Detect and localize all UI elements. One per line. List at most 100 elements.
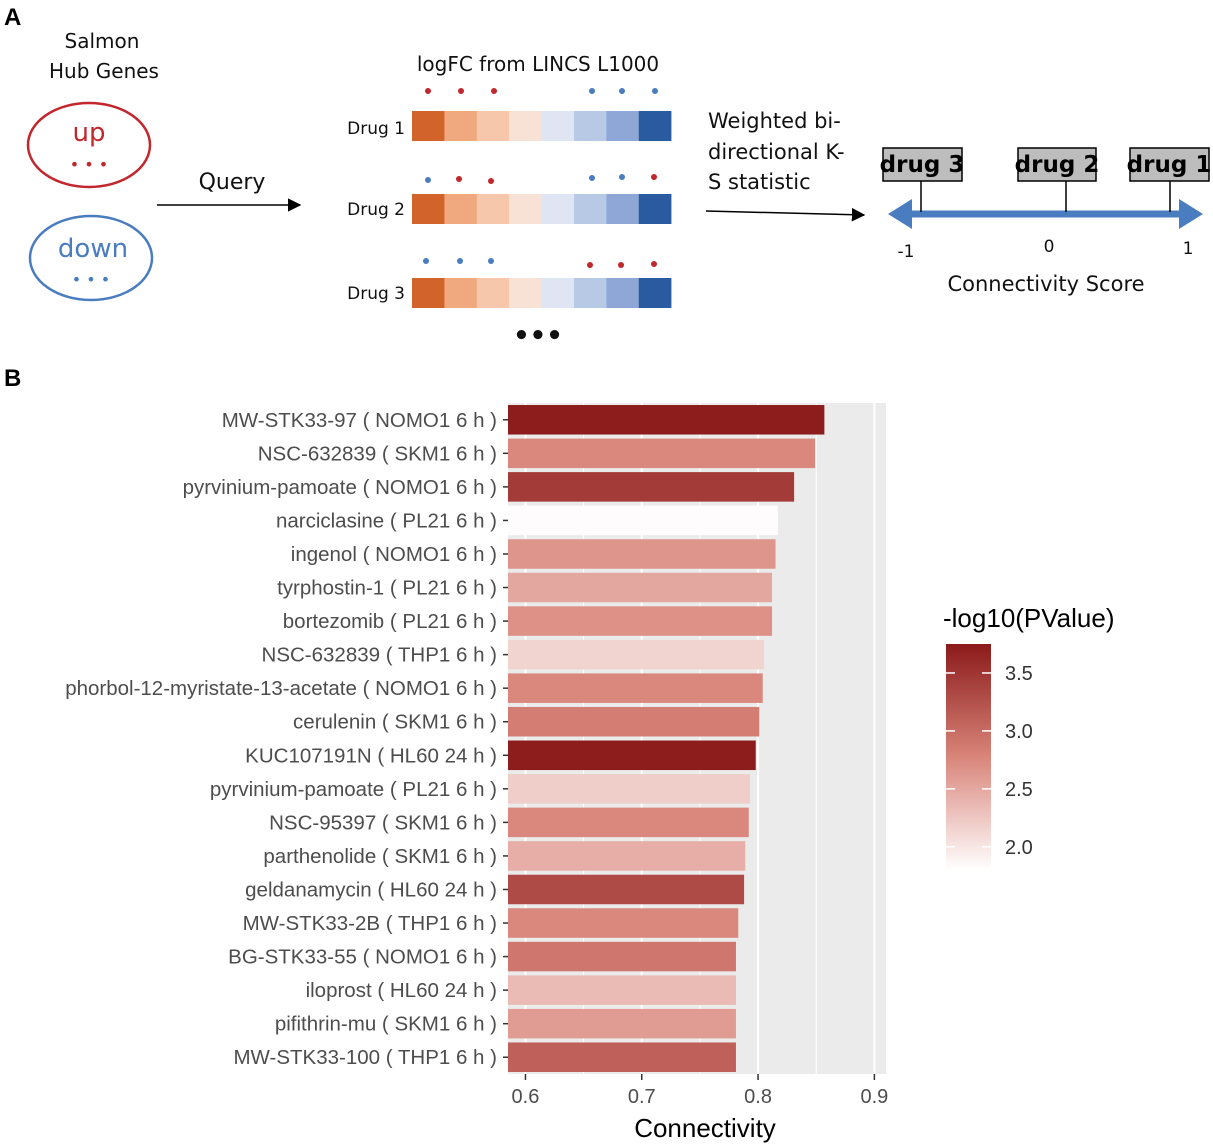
legend-ticks: 2.0 2.5 3.0 3.5 bbox=[946, 663, 1033, 859]
x-tick-label: 0.6 bbox=[512, 1086, 540, 1108]
drug-1-box-label: drug 1 bbox=[1127, 152, 1212, 178]
bar-category-label: KUC107191N ( HL60 24 h ) bbox=[245, 744, 497, 767]
bar bbox=[508, 539, 776, 569]
heat-cell bbox=[638, 278, 672, 308]
heat-cell bbox=[606, 111, 639, 141]
ks-label-line2: directional K- bbox=[708, 140, 845, 164]
x-axis-ticks: 0.6 0.7 0.8 0.9 bbox=[512, 1074, 888, 1108]
bar-category-label: NSC-632839 ( SKM1 6 h ) bbox=[258, 442, 497, 465]
color-legend: -log10(PValue) 2.0 2.5 3.0 3.5 bbox=[943, 603, 1115, 870]
bar-category-label: narciclasine ( PL21 6 h ) bbox=[276, 509, 497, 532]
bar bbox=[508, 572, 773, 603]
heat-cell bbox=[444, 194, 477, 224]
bar-category-label: pyrvinium-pamoate ( NOMO1 6 h ) bbox=[183, 476, 497, 499]
bar bbox=[508, 807, 749, 838]
heat-cell bbox=[412, 278, 445, 308]
bar-category-label: cerulenin ( SKM1 6 h ) bbox=[293, 711, 497, 734]
score-tick-0: 0 bbox=[1044, 237, 1055, 257]
ks-arrow bbox=[705, 207, 866, 222]
drug-2-label: Drug 2 bbox=[347, 200, 405, 220]
up-marker-dot bbox=[651, 261, 657, 267]
down-label: down bbox=[58, 234, 128, 264]
drug-2-marker-dots bbox=[425, 174, 657, 184]
heat-cell bbox=[541, 111, 575, 141]
bar bbox=[508, 505, 778, 536]
bar bbox=[508, 874, 745, 905]
panel-a-label: A bbox=[4, 4, 21, 31]
bar-category-label: tyrphostin-1 ( PL21 6 h ) bbox=[277, 577, 497, 600]
bar bbox=[508, 908, 739, 938]
heat-cell bbox=[476, 111, 510, 141]
bar-category-label: pifithrin-mu ( SKM1 6 h ) bbox=[275, 1013, 497, 1036]
drug-1-label: Drug 1 bbox=[347, 119, 405, 139]
bar-category-label: MW-STK33-100 ( THP1 6 h ) bbox=[233, 1046, 497, 1069]
x-tick-label: 0.9 bbox=[860, 1086, 888, 1108]
heat-cell bbox=[606, 194, 639, 224]
down-marker-dot bbox=[425, 177, 431, 183]
legend-tick-label: 3.5 bbox=[1005, 663, 1033, 685]
drug-3-heat-strip bbox=[412, 278, 672, 308]
query-label: Query bbox=[199, 170, 266, 195]
bar bbox=[508, 975, 736, 1005]
bar bbox=[508, 740, 756, 771]
bar bbox=[508, 639, 764, 670]
heat-cell bbox=[476, 194, 510, 224]
ks-label-line1: Weighted bi- bbox=[708, 109, 841, 133]
heat-cell bbox=[444, 111, 477, 141]
bar-category-label: bortezomib ( PL21 6 h ) bbox=[283, 610, 497, 633]
up-marker-dot bbox=[458, 88, 464, 94]
drug-1-heat-strip bbox=[412, 111, 672, 141]
down-marker-dot bbox=[589, 88, 595, 94]
down-marker-dot bbox=[589, 175, 595, 181]
bar-category-label: pyrvinium-pamoate ( PL21 6 h ) bbox=[210, 778, 497, 801]
x-tick-label: 0.7 bbox=[628, 1086, 656, 1108]
bar-category-label: parthenolide ( SKM1 6 h ) bbox=[263, 845, 497, 868]
drug-3-box bbox=[882, 147, 963, 182]
down-ellipse bbox=[28, 214, 154, 302]
score-title: Connectivity Score bbox=[947, 272, 1144, 296]
legend-tick-label: 3.0 bbox=[1005, 721, 1033, 743]
bar bbox=[508, 841, 746, 871]
bar-category-label: NSC-632839 ( THP1 6 h ) bbox=[262, 644, 497, 667]
panel-b: B MW-STK33-97 ( NOMO1 6 h ) NSC-632839 ( … bbox=[4, 365, 1115, 1143]
plot-panel-background bbox=[508, 403, 886, 1074]
bar bbox=[508, 472, 795, 502]
drug-3-marker-dots bbox=[423, 258, 657, 268]
down-marker-dot bbox=[652, 88, 658, 94]
bar bbox=[508, 673, 763, 703]
bar bbox=[508, 405, 825, 435]
heat-cell bbox=[444, 278, 477, 308]
connectivity-score-axis: drug 3 drug 2 drug 1 -1 0 1 Connectivity… bbox=[880, 147, 1212, 296]
up-ellipse bbox=[26, 101, 152, 189]
down-marker-dot bbox=[619, 88, 625, 94]
bar bbox=[508, 1008, 736, 1039]
up-marker-dot bbox=[425, 88, 431, 94]
up-marker-dot bbox=[651, 174, 657, 180]
x-axis-title: Connectivity bbox=[634, 1113, 776, 1143]
y-axis-labels: MW-STK33-97 ( NOMO1 6 h ) NSC-632839 ( SK… bbox=[65, 409, 508, 1069]
hub-title-line1: Salmon bbox=[65, 29, 140, 53]
bar-category-label: iloprost ( HL60 24 h ) bbox=[306, 979, 497, 1002]
ks-label-line3: S statistic bbox=[708, 170, 811, 194]
heat-cell bbox=[638, 111, 672, 141]
heat-cell bbox=[412, 194, 445, 224]
score-arrow-right bbox=[1179, 199, 1203, 229]
drug-2-box bbox=[1017, 147, 1097, 182]
heat-cell bbox=[509, 278, 542, 308]
x-tick-label: 0.8 bbox=[744, 1086, 772, 1108]
up-marker-dot bbox=[587, 262, 593, 268]
drug-2-heat-strip bbox=[412, 194, 672, 224]
drug-2-box-label: drug 2 bbox=[1015, 152, 1100, 178]
bar-category-label: MW-STK33-2B ( THP1 6 h ) bbox=[243, 912, 497, 935]
drug-3-label: Drug 3 bbox=[347, 284, 405, 304]
legend-colorbar bbox=[946, 644, 991, 870]
heat-cell bbox=[541, 194, 575, 224]
drug-3-box-label: drug 3 bbox=[880, 152, 965, 178]
down-marker-dot bbox=[619, 174, 625, 180]
score-tick-1: 1 bbox=[1183, 239, 1194, 259]
up-marker-dot bbox=[488, 178, 494, 184]
drug-1-box bbox=[1129, 147, 1210, 182]
bar bbox=[508, 706, 760, 737]
bar-category-label: MW-STK33-97 ( NOMO1 6 h ) bbox=[222, 409, 497, 432]
